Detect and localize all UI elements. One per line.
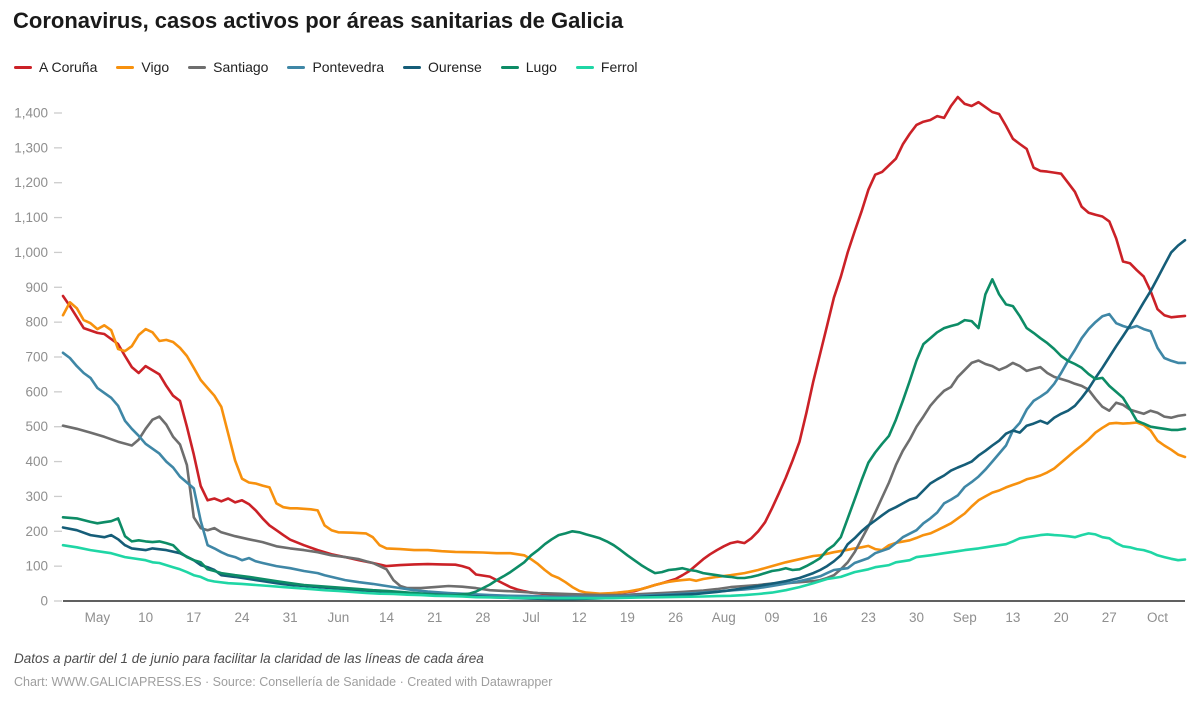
legend-label: Ourense	[428, 59, 482, 75]
legend-item-ferrol: Ferrol	[575, 59, 638, 75]
y-axis-label: 1,200	[14, 175, 48, 190]
legend-label: Santiago	[213, 59, 269, 75]
x-axis-label: Aug	[712, 610, 736, 625]
legend-item-vigo: Vigo	[116, 59, 169, 75]
x-axis-label: 27	[1102, 610, 1117, 625]
x-axis-label: 21	[427, 610, 442, 625]
y-axis-label: 500	[25, 419, 48, 434]
x-axis-label: 13	[1005, 610, 1020, 625]
x-axis-label: 19	[620, 610, 635, 625]
series-line-ferrol[interactable]	[61, 532, 1187, 600]
y-axis-label: 400	[25, 454, 48, 469]
y-axis-label: 900	[25, 280, 48, 295]
series-color-swatch	[14, 65, 32, 69]
series-line-a-coruna[interactable]	[61, 95, 1187, 597]
x-axis-label: 24	[234, 610, 250, 625]
x-axis-label: 26	[668, 610, 683, 625]
legend-item-santiago: Santiago	[188, 59, 268, 75]
y-axis-label: 800	[25, 315, 48, 330]
x-axis-label: May	[85, 610, 111, 625]
x-axis-label: 30	[909, 610, 924, 625]
series-line-santiago[interactable]	[61, 359, 1187, 597]
page-title: Coronavirus, casos activos por áreas san…	[13, 8, 624, 33]
y-axis-label: 300	[25, 489, 48, 504]
y-axis-label: 1,000	[14, 245, 48, 260]
legend-label: Lugo	[525, 59, 557, 75]
series-line-pontevedra[interactable]	[61, 312, 1187, 599]
x-axis-label: 16	[813, 610, 828, 625]
series-line-lugo[interactable]	[61, 277, 1187, 597]
legend-item-a-coruna: A Coruña	[14, 59, 97, 75]
x-axis-label: 31	[283, 610, 298, 625]
x-axis-label: 10	[138, 610, 153, 625]
series-color-swatch	[403, 65, 422, 69]
y-axis-label: 0	[40, 594, 48, 609]
x-axis-label: Sep	[953, 610, 977, 625]
legend: A Coruña Vigo Santiago Pontevedra Ourens…	[14, 59, 637, 75]
series-line-ourense[interactable]	[61, 238, 1187, 601]
x-axis-label: 17	[186, 610, 201, 625]
x-axis-label: Jul	[522, 610, 539, 625]
legend-item-pontevedra: Pontevedra	[287, 59, 384, 75]
x-axis-label: 14	[379, 610, 395, 625]
legend-item-lugo: Lugo	[500, 59, 557, 75]
x-axis-label: 12	[572, 610, 587, 625]
series-color-swatch	[188, 65, 207, 69]
x-axis-label: 09	[764, 610, 779, 625]
legend-label: Pontevedra	[312, 59, 385, 75]
legend-label: A Coruña	[39, 59, 98, 75]
y-axis-label: 200	[25, 524, 48, 539]
series-color-swatch	[500, 65, 519, 69]
x-axis-label: Jun	[327, 610, 349, 625]
x-axis-label: 28	[475, 610, 490, 625]
x-axis-label: 23	[861, 610, 876, 625]
legend-label: Ferrol	[600, 59, 638, 75]
series-color-swatch	[116, 65, 135, 69]
y-axis-label: 1,400	[14, 106, 48, 121]
y-axis-label: 700	[25, 350, 48, 365]
y-axis-label: 600	[25, 384, 48, 399]
chart-note: Datos a partir del 1 de junio para facil…	[14, 651, 484, 666]
x-axis-label: Oct	[1147, 610, 1168, 625]
chart-credit: Chart: WWW.GALICIAPRESS.ES · Source: Con…	[14, 675, 553, 689]
series-color-swatch	[575, 65, 594, 69]
y-axis-label: 100	[25, 559, 48, 574]
series-line-vigo[interactable]	[61, 300, 1187, 596]
legend-label: Vigo	[141, 59, 170, 75]
series-color-swatch	[287, 65, 306, 69]
y-axis-label: 1,300	[14, 140, 48, 155]
x-axis-label: 20	[1054, 610, 1069, 625]
legend-item-ourense: Ourense	[403, 59, 482, 75]
y-axis-label: 1,100	[14, 210, 48, 225]
